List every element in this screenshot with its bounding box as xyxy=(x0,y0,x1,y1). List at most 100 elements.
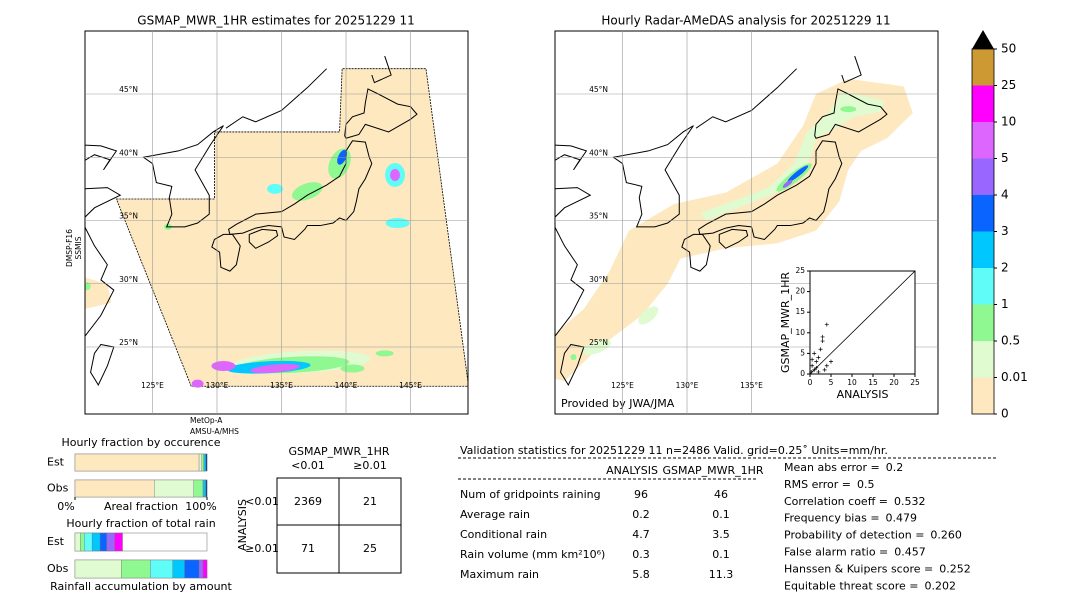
left-map-title: GSMAP_MWR_1HR estimates for 20251229 11 xyxy=(137,14,414,28)
column-label: <0.01 xyxy=(291,459,325,472)
diagonal xyxy=(809,270,916,375)
score-label: Equitable threat score = xyxy=(784,579,918,592)
coastline xyxy=(612,125,694,228)
rain-cell xyxy=(638,306,659,325)
score-label: RMS error = xyxy=(784,478,851,491)
bar-segment xyxy=(198,453,202,472)
left-map-frame xyxy=(84,30,469,415)
colorbar-band xyxy=(972,158,994,195)
colorbar-band xyxy=(972,377,994,414)
bar-segment xyxy=(153,479,194,498)
colorbar-band xyxy=(972,268,994,305)
colorbar-label: 3 xyxy=(1001,224,1009,238)
score: False alarm ratio = 0.457 xyxy=(784,546,926,559)
lat-label: 40°N xyxy=(119,148,138,157)
x-tick-label: 0 xyxy=(808,378,813,387)
coastline xyxy=(698,140,843,241)
bar-segment xyxy=(114,532,123,552)
x-tick-label: 25 xyxy=(910,378,920,387)
scatter-point xyxy=(810,357,815,362)
x-axis-label: Areal fraction xyxy=(104,500,178,513)
lon-label: 135°E xyxy=(270,381,293,390)
stats-value: 0.2 xyxy=(632,508,650,521)
rain-area xyxy=(115,68,468,387)
bar-segment xyxy=(80,532,85,552)
coastline xyxy=(248,228,279,249)
y-tick-label: 5 xyxy=(800,348,805,357)
row-label: ≥0.01 xyxy=(245,542,279,555)
scatter-point xyxy=(822,367,827,372)
stats-row-label: Rain volume (mm km²10⁶) xyxy=(460,548,605,561)
x-tick-label: 10 xyxy=(847,378,857,387)
bar-segment xyxy=(74,559,122,579)
stats-column: GSMAP_MWR_1HR xyxy=(662,464,763,477)
bar-segment xyxy=(184,559,200,579)
stats-value: 96 xyxy=(634,488,648,501)
stats-value: 5.8 xyxy=(632,568,650,581)
sensor-label: AMSU-A/MHS xyxy=(190,427,239,436)
bar-segment xyxy=(198,559,204,579)
credit: Provided by JWA/JMA xyxy=(561,397,675,410)
colorbar-label: 10 xyxy=(1001,115,1016,129)
lat-label: 40°N xyxy=(589,148,608,157)
lon-label: 135°E xyxy=(740,381,763,390)
stats-value: 3.5 xyxy=(712,528,730,541)
score-label: Hanssen & Kuipers score = xyxy=(784,562,933,575)
bar-segment xyxy=(172,559,185,579)
score-value: 0.252 xyxy=(939,562,971,575)
scatter-point xyxy=(824,322,829,327)
score-label: False alarm ratio = xyxy=(784,546,888,559)
coastline xyxy=(555,144,592,337)
colorbar-band xyxy=(972,195,994,232)
y-tick-label: 0 xyxy=(800,369,805,378)
lon-label: 130°E xyxy=(206,381,229,390)
coastline xyxy=(814,88,888,139)
score-value: 0.457 xyxy=(894,546,926,559)
rain-cell xyxy=(292,182,323,201)
bar-segment xyxy=(120,559,151,579)
score: Frequency bias = 0.479 xyxy=(784,512,917,525)
scatter-point xyxy=(809,369,814,374)
y-tick-label: 10 xyxy=(795,328,805,337)
right-map-area xyxy=(555,55,913,386)
sensor-label: SSMIS xyxy=(74,236,83,259)
y-tick-label: 15 xyxy=(795,307,805,316)
bar-segment xyxy=(74,532,81,552)
cell: 21 xyxy=(363,495,377,508)
bar-segment xyxy=(74,479,155,498)
bar-segment xyxy=(201,453,204,472)
colorbar-label: 1 xyxy=(1001,297,1009,311)
bar-segment xyxy=(205,453,208,472)
rain-cell xyxy=(211,360,236,371)
bar-segment xyxy=(150,559,173,579)
row-label: <0.01 xyxy=(245,495,279,508)
x-tick-label: 100% xyxy=(185,500,216,513)
x-axis-label: Rainfall accumulation by amount xyxy=(50,580,232,593)
colorbar-band xyxy=(972,231,994,268)
score-value: 0.5 xyxy=(857,478,875,491)
stats-title: Validation statistics for 20251229 11 n=… xyxy=(460,444,888,457)
score: Probability of detection = 0.260 xyxy=(784,529,962,542)
stats-value: 0.1 xyxy=(712,548,730,561)
coastline xyxy=(225,68,328,129)
bar-segment xyxy=(91,532,101,552)
scatter-point xyxy=(818,347,823,352)
stats-row-label: Maximum rain xyxy=(460,568,539,581)
bar-segment xyxy=(193,479,204,498)
y-tick-label: 20 xyxy=(795,287,805,296)
scatter-point xyxy=(816,369,821,374)
x-tick-label: 20 xyxy=(889,378,899,387)
table-header: GSMAP_MWR_1HR xyxy=(288,445,389,458)
bar-segment xyxy=(202,479,206,498)
bar-segment xyxy=(106,532,115,552)
row-header: ANALYSIS xyxy=(236,499,249,551)
scatter-point xyxy=(810,363,815,368)
colorbar-band xyxy=(972,49,994,86)
score-value: 0.479 xyxy=(886,512,918,525)
score: Equitable threat score = 0.202 xyxy=(784,579,956,592)
x-tick-label: 5 xyxy=(829,378,834,387)
scatter-point xyxy=(820,334,825,339)
coastline xyxy=(142,125,224,228)
colorbar-label: 0.01 xyxy=(1001,370,1028,384)
